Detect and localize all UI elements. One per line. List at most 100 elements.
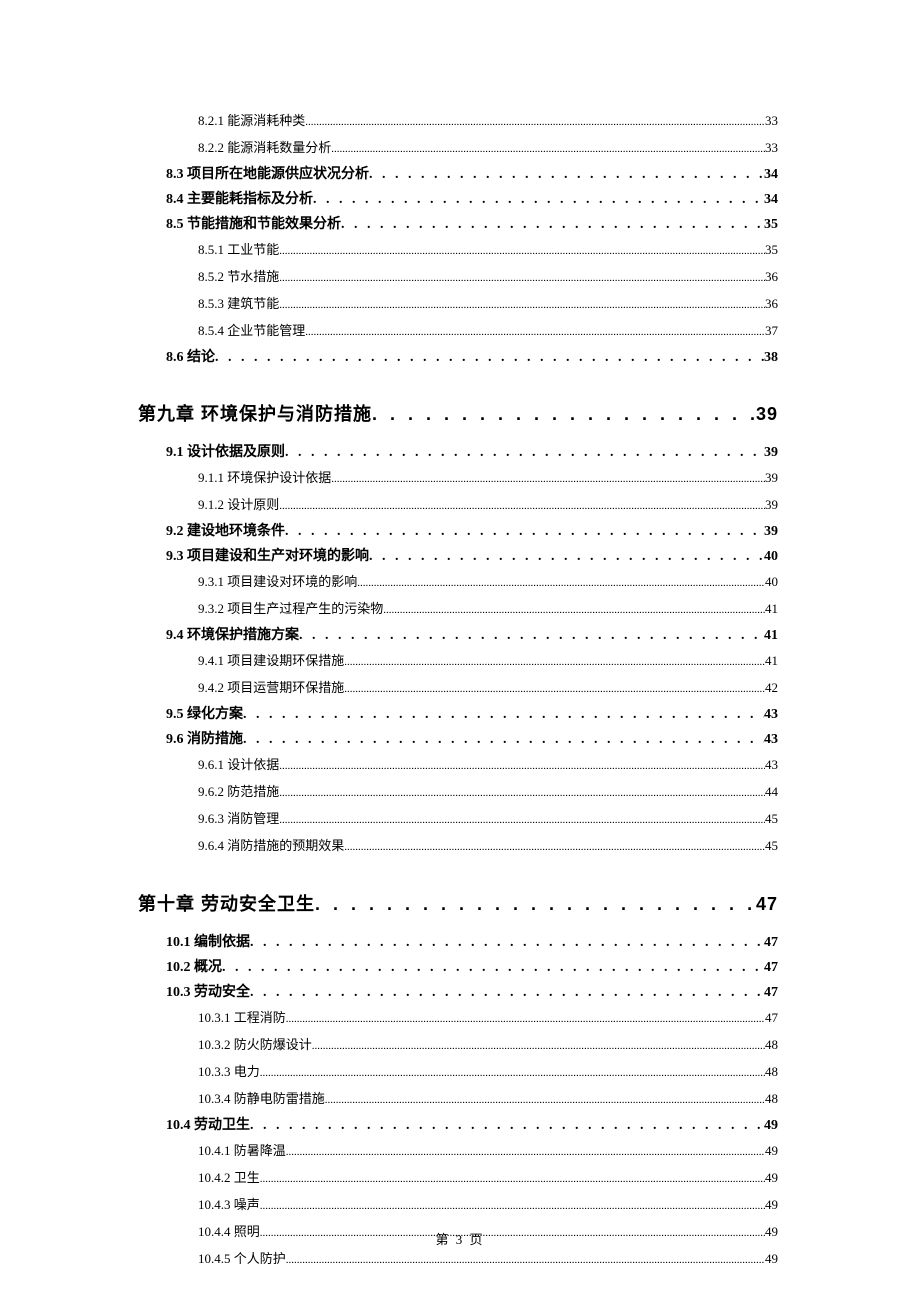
toc-leader-dots: ........................................…	[279, 494, 765, 519]
toc-entry-label: 8.2.2 能源消耗数量分析	[198, 135, 331, 160]
toc-entry-page: 41	[765, 648, 778, 673]
toc-entry-label: 8.5 节能措施和节能效果分析	[166, 212, 341, 237]
toc-leader-dots: . . . . . . . . . . . . . . . . . . . . …	[243, 727, 764, 752]
toc-entry-label: 9.6.2 防范措施	[198, 779, 279, 804]
toc-entry: 9.5 绿化方案. . . . . . . . . . . . . . . . …	[166, 702, 778, 727]
toc-entry-label: 10.3.1 工程消防	[198, 1005, 286, 1030]
toc-leader-dots: . . . . . . . . . . . . . . . . . . . . …	[369, 544, 764, 569]
toc-entry: 9.4.2 项目运营期环保措施.........................…	[198, 675, 778, 702]
toc-entry-label: 8.2.1 能源消耗种类	[198, 108, 305, 133]
toc-entry-label: 9.1.1 环境保护设计依据	[198, 465, 331, 490]
toc-entry-page: 39	[756, 404, 778, 425]
toc-entry-page: 49	[764, 1113, 778, 1138]
toc-leader-dots: . . . . . . . . . . . . . . . . . . . . …	[215, 345, 764, 370]
toc-entry-page: 33	[765, 108, 778, 133]
toc-entry: 9.2 建设地环境条件. . . . . . . . . . . . . . .…	[166, 519, 778, 544]
toc-entry-page: 43	[764, 702, 778, 727]
toc-leader-dots: ........................................…	[357, 571, 765, 596]
toc-entry-page: 48	[765, 1032, 778, 1057]
toc-leader-dots: . . . . . . . . . . . . . . . . . . . . …	[285, 519, 764, 544]
toc-entry: 10.3.2 防火防爆设计...........................…	[198, 1032, 778, 1059]
toc-entry: 10.3.3 电力...............................…	[198, 1059, 778, 1086]
toc-leader-dots: ........................................…	[279, 781, 765, 806]
toc-entry: 10.4.2 卫生...............................…	[198, 1165, 778, 1192]
toc-leader-dots: ........................................…	[344, 677, 765, 702]
toc-entry-label: 9.2 建设地环境条件	[166, 519, 285, 544]
toc-leader-dots: . . . . . . . . . . . . . . . . . . . . …	[250, 1113, 764, 1138]
toc-entry-label: 9.3 项目建设和生产对环境的影响	[166, 544, 369, 569]
toc-entry-page: 41	[764, 623, 778, 648]
toc-entry-page: 36	[765, 291, 778, 316]
toc-leader-dots: . . . . . . . . . . . . . . . . . . . . …	[315, 894, 756, 915]
toc-entry-page: 49	[765, 1192, 778, 1217]
toc-entry: 8.2.2 能源消耗数量分析..........................…	[198, 135, 778, 162]
toc-entry-page: 43	[765, 752, 778, 777]
toc-leader-dots: ........................................…	[286, 1248, 765, 1273]
toc-entry-label: 9.1.2 设计原则	[198, 492, 279, 517]
toc-entry: 9.6 消防措施. . . . . . . . . . . . . . . . …	[166, 727, 778, 752]
toc-entry-page: 48	[765, 1059, 778, 1084]
toc-entry: 8.2.1 能源消耗种类............................…	[198, 108, 778, 135]
toc-leader-dots: ........................................…	[344, 835, 765, 860]
toc-entry: 10.3.1 工程消防.............................…	[198, 1005, 778, 1032]
toc-entry-label: 10.3.4 防静电防雷措施	[198, 1086, 325, 1111]
toc-entry: 10.4.3 噪声...............................…	[198, 1192, 778, 1219]
toc-entry-page: 48	[765, 1086, 778, 1111]
toc-entry-label: 9.6.4 消防措施的预期效果	[198, 833, 344, 858]
toc-leader-dots: ........................................…	[312, 1034, 765, 1059]
toc-entry: 8.6 结论. . . . . . . . . . . . . . . . . …	[166, 345, 778, 370]
toc-entry-page: 45	[765, 833, 778, 858]
toc-entry-page: 41	[765, 596, 778, 621]
toc-entry: 9.6.2 防范措施..............................…	[198, 779, 778, 806]
toc-entry: 8.4 主要能耗指标及分析. . . . . . . . . . . . . .…	[166, 187, 778, 212]
toc-entry: 9.6.3 消防管理..............................…	[198, 806, 778, 833]
toc-leader-dots: ........................................…	[279, 808, 765, 833]
toc-entry-label: 10.3 劳动安全	[166, 980, 250, 1005]
toc-leader-dots: ........................................…	[383, 598, 765, 623]
toc-entry-label: 10.3.3 电力	[198, 1059, 260, 1084]
toc-entry-page: 40	[765, 569, 778, 594]
toc-entry-label: 8.5.3 建筑节能	[198, 291, 279, 316]
toc-entry-page: 49	[765, 1138, 778, 1163]
toc-leader-dots: ........................................…	[325, 1088, 765, 1113]
toc-entry: 9.1.2 设计原则..............................…	[198, 492, 778, 519]
toc-entry-label: 9.6.1 设计依据	[198, 752, 279, 777]
toc-leader-dots: ........................................…	[279, 754, 765, 779]
toc-leader-dots: . . . . . . . . . . . . . . . . . . . . …	[243, 702, 764, 727]
page-footer: 第 3 页	[0, 1229, 920, 1248]
toc-entry-label: 9.4.2 项目运营期环保措施	[198, 675, 344, 700]
toc-entry-label: 9.6.3 消防管理	[198, 806, 279, 831]
toc-entry-label: 9.6 消防措施	[166, 727, 243, 752]
toc-entry-page: 39	[764, 440, 778, 465]
toc-leader-dots: ........................................…	[279, 266, 765, 291]
toc-entry-page: 49	[765, 1246, 778, 1271]
toc-entry-page: 47	[764, 930, 778, 955]
toc-entry-page: 35	[765, 237, 778, 262]
toc-entry-label: 10.2 概况	[166, 955, 222, 980]
toc-entry-label: 8.3 项目所在地能源供应状况分析	[166, 162, 369, 187]
toc-entry: 8.5.1 工业节能..............................…	[198, 237, 778, 264]
toc-entry-page: 40	[764, 544, 778, 569]
toc-entry-label: 第九章 环境保护与消防措施	[138, 400, 372, 426]
toc-leader-dots: ........................................…	[331, 137, 765, 162]
toc-entry-label: 10.4 劳动卫生	[166, 1113, 250, 1138]
toc-entry-label: 9.5 绿化方案	[166, 702, 243, 727]
toc-leader-dots: ........................................…	[331, 467, 765, 492]
toc-entry-page: 39	[764, 519, 778, 544]
toc-leader-dots: ........................................…	[260, 1194, 765, 1219]
toc-leader-dots: ........................................…	[286, 1007, 765, 1032]
toc-entry: 8.5.3 建筑节能..............................…	[198, 291, 778, 318]
toc-entry: 9.3.2 项目生产过程产生的污染物......................…	[198, 596, 778, 623]
toc-entry: 9.6.1 设计依据..............................…	[198, 752, 778, 779]
toc-leader-dots: ........................................…	[260, 1061, 765, 1086]
toc-entry-page: 38	[764, 345, 778, 370]
toc-entry-label: 第十章 劳动安全卫生	[138, 890, 315, 916]
toc-leader-dots: ........................................…	[279, 239, 765, 264]
toc-entry: 9.6.4 消防措施的预期效果.........................…	[198, 833, 778, 860]
toc-entry-page: 43	[764, 727, 778, 752]
toc-entry: 10.3 劳动安全. . . . . . . . . . . . . . . .…	[166, 980, 778, 1005]
toc-entry: 9.3 项目建设和生产对环境的影响. . . . . . . . . . . .…	[166, 544, 778, 569]
toc-entry-page: 37	[765, 318, 778, 343]
toc-container: 8.2.1 能源消耗种类............................…	[138, 108, 778, 1273]
toc-entry: 8.3 项目所在地能源供应状况分析. . . . . . . . . . . .…	[166, 162, 778, 187]
